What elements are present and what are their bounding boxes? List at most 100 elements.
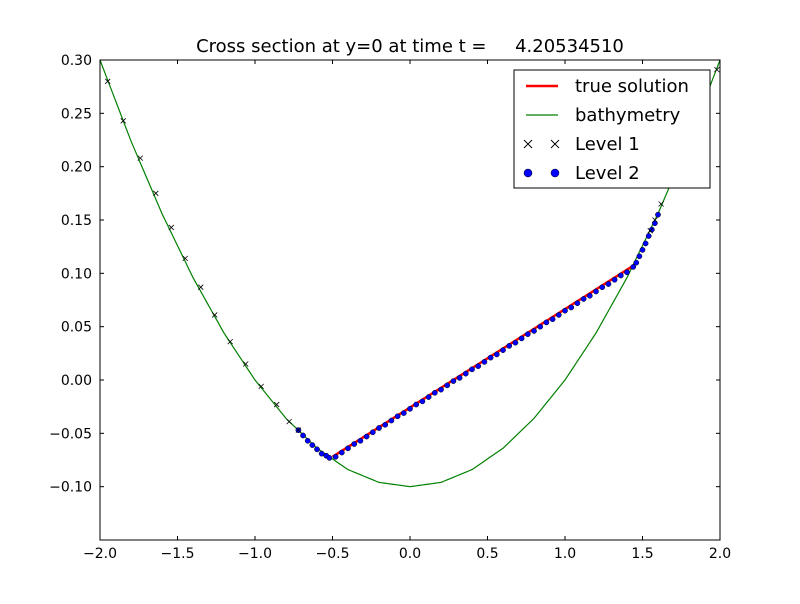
x-tick-label: −1.5 bbox=[161, 546, 195, 562]
data-point-level-2 bbox=[314, 446, 320, 453]
data-point-level-2 bbox=[537, 323, 544, 330]
x-tick-label: 0.5 bbox=[476, 546, 498, 562]
data-point-level-1 bbox=[153, 190, 159, 197]
data-point-level-1 bbox=[197, 284, 204, 290]
legend-key-level-1 bbox=[550, 139, 560, 149]
data-point-level-2 bbox=[338, 449, 345, 456]
data-point-level-2 bbox=[456, 375, 463, 381]
x-tick-label: −2.0 bbox=[83, 546, 117, 562]
data-point-level-2 bbox=[636, 253, 643, 260]
data-point-level-1 bbox=[168, 224, 175, 231]
data-point-level-2 bbox=[599, 284, 606, 291]
y-tick-label: 0.05 bbox=[61, 320, 92, 336]
series-line-bathymetry bbox=[100, 60, 720, 488]
data-point-level-2 bbox=[351, 441, 358, 447]
data-point-level-2 bbox=[506, 343, 513, 349]
data-point-level-2 bbox=[425, 394, 432, 400]
data-point-level-2 bbox=[394, 413, 401, 420]
plot-area bbox=[100, 60, 720, 488]
data-point-level-2 bbox=[586, 292, 593, 299]
y-tick-label: −0.10 bbox=[49, 480, 92, 496]
data-point-level-2 bbox=[611, 276, 618, 283]
legend-label: true solution bbox=[575, 76, 689, 97]
x-tick-label: 1.5 bbox=[631, 546, 653, 562]
data-point-level-2 bbox=[318, 450, 325, 457]
data-point-level-1 bbox=[137, 155, 144, 161]
data-point-level-2 bbox=[524, 331, 531, 337]
legend-key-level-2 bbox=[550, 168, 560, 178]
data-point-level-2 bbox=[345, 445, 351, 452]
data-point-level-2 bbox=[419, 398, 426, 405]
legend-label: Level 2 bbox=[575, 163, 640, 184]
data-point-level-2 bbox=[574, 300, 581, 307]
data-point-level-2 bbox=[400, 410, 407, 416]
data-point-level-2 bbox=[309, 442, 316, 448]
data-point-level-1 bbox=[227, 338, 233, 345]
data-point-level-1 bbox=[652, 217, 658, 223]
y-tick-label: 0.25 bbox=[61, 106, 92, 122]
data-point-level-2 bbox=[642, 240, 649, 247]
data-point-level-2 bbox=[652, 220, 658, 227]
data-point-level-2 bbox=[475, 363, 482, 369]
y-tick-label: 0.00 bbox=[61, 373, 92, 389]
data-point-level-2 bbox=[531, 328, 537, 334]
data-point-level-2 bbox=[500, 347, 506, 353]
data-point-level-1 bbox=[242, 361, 249, 367]
data-point-level-1 bbox=[211, 312, 218, 318]
data-point-level-2 bbox=[543, 319, 550, 326]
data-point-level-2 bbox=[438, 386, 444, 393]
data-point-level-1 bbox=[104, 78, 111, 85]
data-point-level-2 bbox=[630, 264, 637, 270]
data-point-level-2 bbox=[376, 425, 382, 431]
legend-key-level-2 bbox=[523, 168, 533, 178]
data-point-level-2 bbox=[326, 455, 333, 461]
data-point-level-2 bbox=[407, 405, 413, 412]
legend: true solution bathymetry Level 1 Level 2 bbox=[513, 69, 711, 189]
data-point-level-2 bbox=[444, 382, 451, 389]
data-point-level-1 bbox=[120, 118, 127, 124]
data-point-level-2 bbox=[645, 233, 652, 239]
x-tick-label: −1.0 bbox=[238, 546, 272, 562]
data-point-level-1 bbox=[658, 201, 664, 207]
data-point-level-2 bbox=[369, 429, 376, 436]
data-point-level-2 bbox=[655, 211, 661, 218]
data-point-level-2 bbox=[462, 370, 469, 377]
x-tick-label: 1.0 bbox=[554, 546, 576, 562]
data-point-level-1 bbox=[647, 227, 654, 234]
data-point-level-2 bbox=[450, 378, 457, 384]
data-point-level-2 bbox=[605, 281, 612, 287]
y-tick-label: 0.30 bbox=[61, 53, 92, 69]
y-tick-label: 0.10 bbox=[61, 266, 92, 282]
data-point-level-2 bbox=[512, 339, 519, 346]
data-point-level-2 bbox=[487, 354, 494, 361]
data-point-level-1 bbox=[273, 401, 280, 408]
data-point-level-2 bbox=[568, 304, 575, 311]
y-tick-label: 0.15 bbox=[61, 213, 92, 229]
data-point-level-2 bbox=[363, 433, 370, 440]
data-point-level-2 bbox=[555, 312, 562, 318]
data-point-level-2 bbox=[431, 389, 438, 396]
data-point-level-2 bbox=[332, 453, 339, 460]
legend-box bbox=[513, 69, 711, 189]
legend-label: Level 1 bbox=[575, 134, 640, 155]
data-point-level-2 bbox=[300, 432, 306, 439]
axes: −2.0 −1.5 −1.0 −0.5 0.0 0.5 1.0 1.5 2.0 −0.10 −0.0… bbox=[49, 53, 731, 562]
data-point-level-2 bbox=[357, 437, 364, 444]
data-point-level-2 bbox=[493, 351, 500, 358]
data-point-level-2 bbox=[624, 269, 630, 276]
data-point-level-2 bbox=[469, 366, 475, 373]
legend-key-level-1 bbox=[523, 139, 533, 149]
data-point-level-2 bbox=[593, 288, 599, 295]
data-point-level-2 bbox=[580, 296, 587, 302]
data-point-level-2 bbox=[382, 421, 389, 428]
legend-label: bathymetry bbox=[575, 105, 681, 126]
data-point-level-1 bbox=[182, 255, 189, 262]
data-point-level-1 bbox=[714, 66, 720, 73]
x-tick-label: −0.5 bbox=[316, 546, 350, 562]
data-point-level-2 bbox=[388, 417, 395, 424]
data-point-level-1 bbox=[295, 427, 302, 433]
y-tick-label: −0.05 bbox=[49, 426, 92, 442]
data-point-level-2 bbox=[481, 359, 488, 365]
data-point-level-2 bbox=[639, 247, 646, 253]
